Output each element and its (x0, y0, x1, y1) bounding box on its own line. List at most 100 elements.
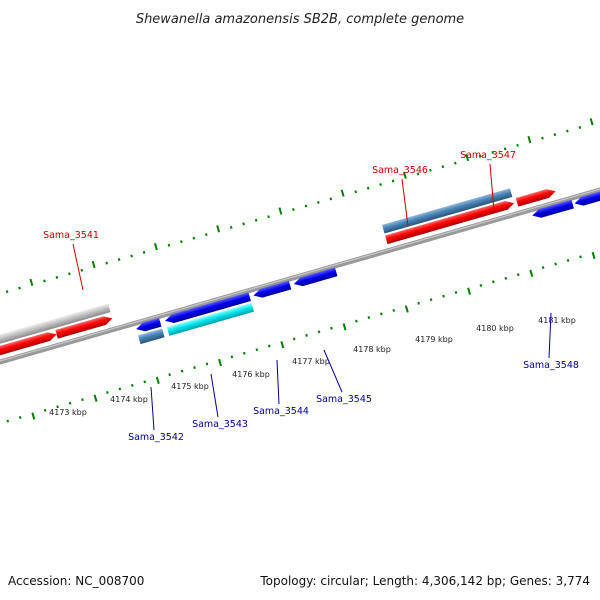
kbp-label: 4173 kbp (49, 408, 87, 417)
major-tick (467, 287, 471, 295)
major-tick (529, 269, 534, 277)
minor-tick (292, 208, 295, 212)
minor-tick (541, 266, 545, 270)
minor-tick (578, 125, 582, 129)
minor-tick (204, 233, 208, 237)
minor-tick (55, 275, 59, 279)
minor-tick (453, 161, 457, 165)
minor-tick (180, 369, 184, 373)
kbp-label: 4179 kbp (415, 335, 453, 344)
gene-leader-line (276, 359, 280, 405)
gene-leader-line (489, 163, 495, 212)
gene-label-reverse: Sama_3548 (523, 360, 579, 371)
minor-tick (516, 143, 519, 147)
tick-marks (5, 118, 596, 423)
minor-tick (192, 236, 196, 240)
gene-labels: Sama_3541 Sama_3546 Sama_3547 Sama_3542 Sama… (43, 150, 579, 443)
minor-tick (6, 419, 10, 423)
major-tick (342, 323, 347, 331)
minor-tick (392, 308, 396, 312)
minor-tick (416, 172, 420, 176)
minor-tick (230, 355, 234, 359)
major-tick (527, 135, 532, 144)
minor-tick (193, 366, 196, 370)
minor-tick (479, 283, 483, 287)
minor-tick (68, 272, 71, 276)
kbp-scale-labels: 4173 kbp 4174 kbp 4175 kbp 4176 kbp 4177 kbp… (49, 316, 576, 417)
minor-tick (566, 129, 569, 133)
minor-tick (366, 186, 370, 190)
major-tick (216, 225, 221, 233)
minor-tick (553, 133, 557, 137)
gene-features (0, 188, 600, 365)
minor-tick (18, 286, 21, 290)
minor-tick (492, 280, 495, 284)
minor-tick (503, 147, 507, 151)
minor-tick (441, 165, 445, 169)
gene-feature-cyan (166, 302, 254, 336)
minor-tick (106, 391, 109, 394)
gene-label-forward: Sama_3546 (372, 165, 428, 176)
gene-label-reverse: Sama_3542 (128, 432, 184, 443)
gene-label-reverse: Sama_3543 (192, 419, 248, 430)
major-tick (589, 118, 594, 126)
minor-tick (56, 405, 59, 409)
gene-leader-line (210, 373, 219, 418)
map-title: Shewanella amazonensis SB2B, complete ge… (136, 12, 464, 27)
minor-tick (379, 183, 382, 187)
minor-tick (317, 200, 320, 204)
gene-leader-line (150, 386, 155, 431)
minor-tick (566, 258, 570, 262)
gene-label-forward: Sama_3541 (43, 230, 99, 241)
gene-label-reverse: Sama_3545 (316, 394, 372, 405)
minor-tick (142, 250, 146, 254)
gene-feature-reverse (253, 280, 292, 298)
minor-tick (243, 351, 246, 355)
major-tick (340, 189, 345, 197)
backbone-line (0, 187, 600, 365)
minor-tick (5, 290, 9, 294)
accession-text: Accession: NC_008700 (8, 574, 145, 588)
minor-tick (516, 273, 520, 277)
minor-tick (267, 344, 271, 348)
kbp-label: 4181 kbp (538, 316, 576, 325)
gene-leader-line (72, 243, 84, 291)
minor-tick (429, 298, 433, 302)
minor-tick (292, 337, 296, 341)
minor-tick (305, 333, 308, 337)
gene-label-forward: Sama_3547 (460, 150, 516, 161)
minor-tick (267, 215, 270, 219)
minor-tick (541, 136, 544, 140)
gene-feature-steel (382, 188, 513, 234)
gene-feature-reverse (293, 267, 338, 287)
major-tick (155, 376, 160, 385)
minor-tick (118, 387, 122, 391)
minor-tick (167, 243, 171, 247)
gene-leader-line (323, 349, 343, 393)
minor-tick (143, 380, 147, 384)
major-tick (280, 341, 285, 349)
minor-tick (554, 262, 557, 266)
minor-tick (379, 312, 383, 316)
minor-tick (229, 225, 233, 229)
genome-backbone (0, 187, 600, 365)
minor-tick (478, 154, 482, 158)
minor-tick (81, 398, 84, 402)
minor-tick (417, 301, 420, 305)
minor-tick (317, 330, 321, 334)
minor-tick (43, 279, 46, 283)
minor-tick (117, 258, 121, 262)
minor-tick (255, 348, 259, 352)
major-tick (29, 278, 34, 287)
minor-tick (355, 319, 358, 323)
minor-tick (491, 150, 494, 154)
minor-tick (504, 276, 508, 280)
major-tick (402, 171, 407, 179)
minor-tick (454, 291, 458, 295)
major-tick (591, 251, 596, 260)
gene-feature-forward (515, 189, 556, 207)
kbp-label: 4175 kbp (171, 382, 209, 391)
minor-tick (429, 168, 432, 172)
backbone-highlight (0, 188, 600, 362)
